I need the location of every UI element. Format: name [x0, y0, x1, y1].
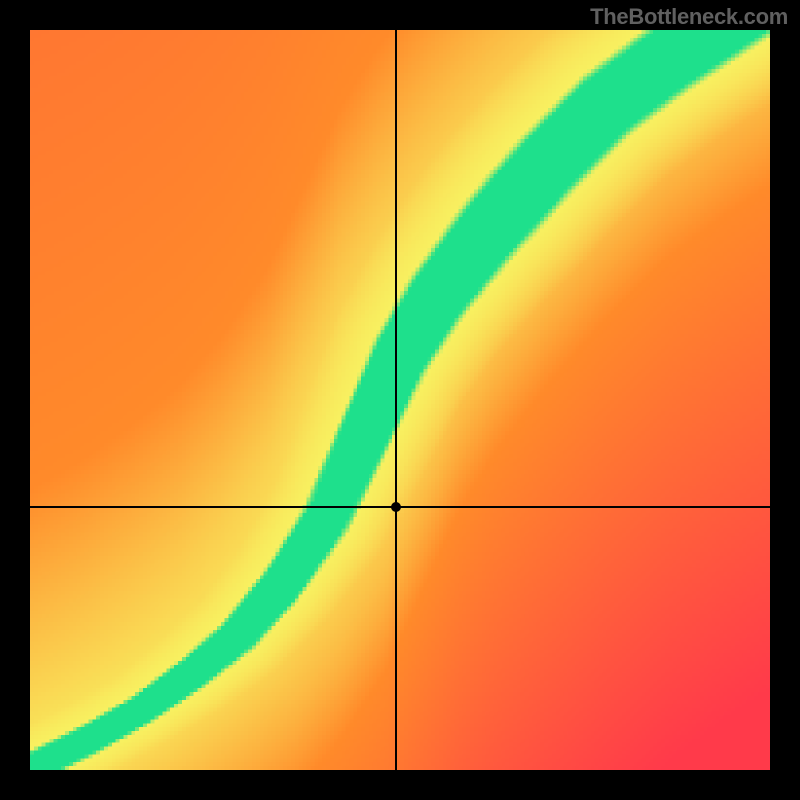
bottleneck-heatmap: [30, 30, 770, 770]
chart-container: TheBottleneck.com: [0, 0, 800, 800]
watermark-text: TheBottleneck.com: [590, 4, 788, 30]
crosshair-marker: [391, 502, 401, 512]
crosshair-vertical: [395, 30, 397, 770]
